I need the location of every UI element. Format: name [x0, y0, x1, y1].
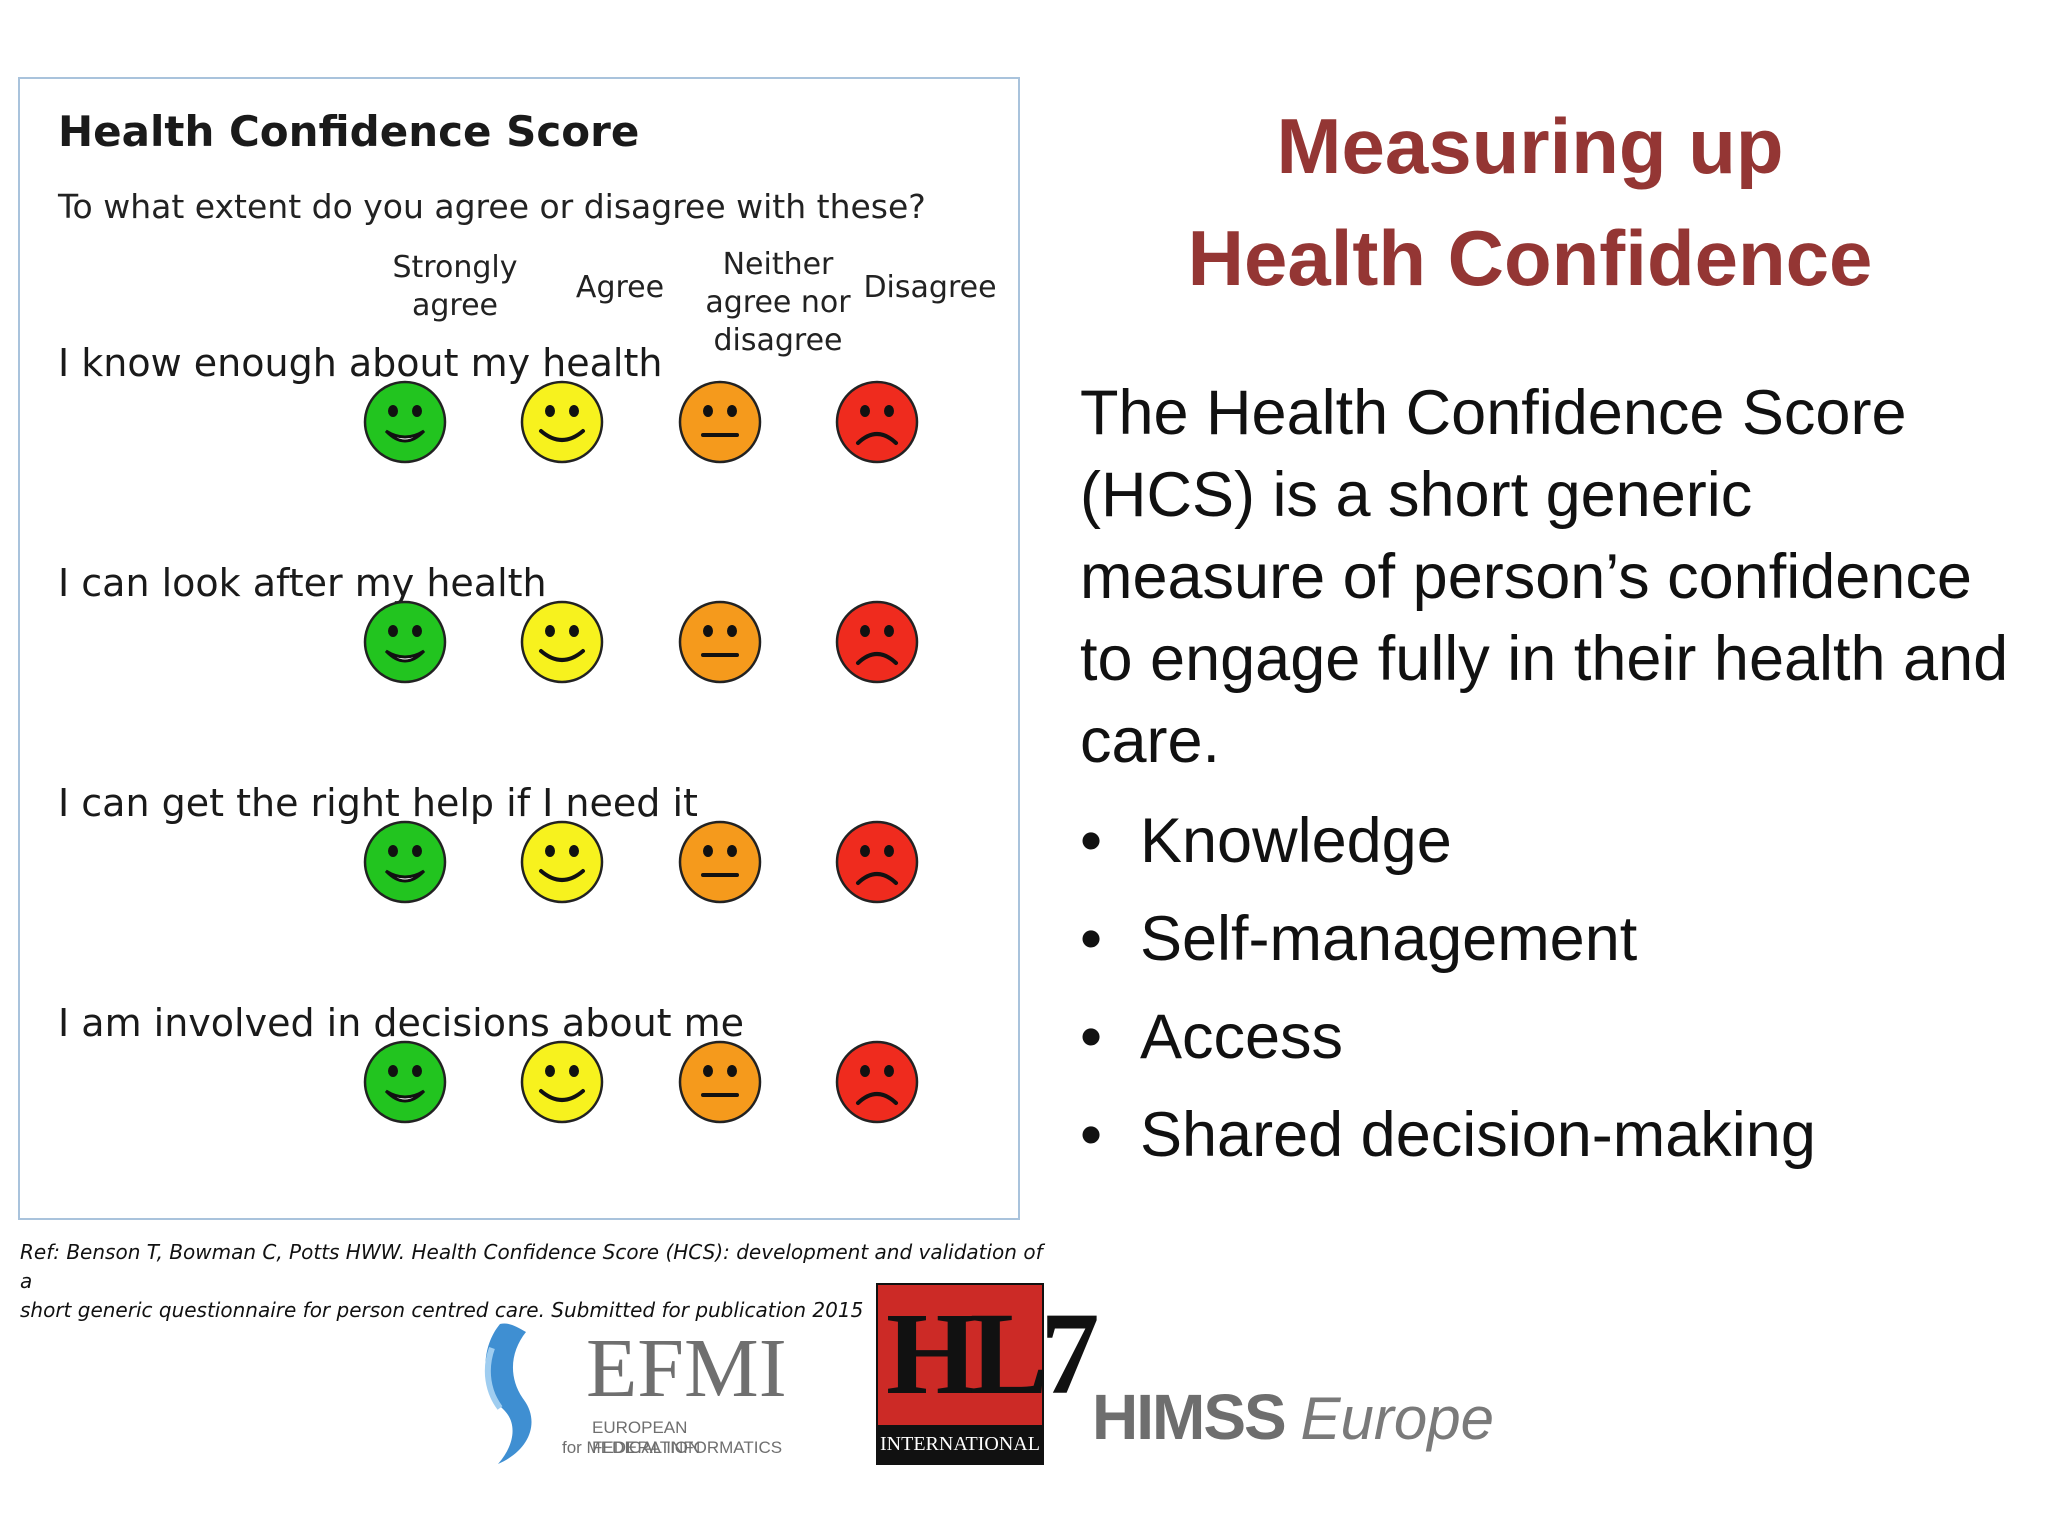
bullet-label: Self-management	[1140, 904, 1638, 974]
column-header-line: Neither	[722, 247, 834, 282]
neutral-face-icon	[677, 599, 763, 685]
very-happy-face-icon	[362, 1039, 448, 1125]
sad-face-icon	[834, 379, 920, 465]
sad-face-icon	[834, 819, 920, 905]
bullet-icon: •	[1080, 1002, 1103, 1072]
very-happy-face-icon	[362, 819, 448, 905]
bullet-icon: •	[1080, 806, 1103, 876]
efmi-swirl-icon	[484, 1323, 532, 1464]
bullet-item: • Knowledge	[1080, 792, 1816, 890]
hl7-letters: HL7	[886, 1288, 1099, 1419]
neutral-face-icon	[677, 1039, 763, 1125]
very-happy-face-icon	[362, 379, 448, 465]
column-header-neither: Neither agree nor disagree	[683, 246, 873, 360]
sad-face-icon	[834, 599, 920, 685]
bullet-item: • Shared decision-making	[1080, 1086, 1816, 1184]
column-header-line: agree nor	[705, 285, 851, 320]
statement-self-management: I can look after my health	[58, 561, 547, 605]
himss-name: HIMSS	[1092, 1381, 1287, 1453]
neutral-face-icon	[677, 379, 763, 465]
panel-question: To what extent do you agree or disagree …	[58, 187, 926, 226]
heading-line-1: Measuring up	[1276, 102, 1784, 190]
happy-face-icon	[519, 379, 605, 465]
bullet-label: Access	[1140, 1002, 1344, 1072]
bullet-item: • Self-management	[1080, 890, 1816, 988]
health-confidence-score-panel: Health Confidence Score To what extent d…	[18, 77, 1020, 1220]
column-header-line: Disagree	[863, 270, 997, 305]
hl7-logo: HL7 INTERNATIONAL	[876, 1283, 1099, 1465]
statement-shared-decisions: I am involved in decisions about me	[58, 1001, 745, 1045]
efmi-subtitle-2: for MEDICAL INFORMATICS	[562, 1438, 783, 1457]
hl7-subtitle: INTERNATIONAL	[878, 1425, 1042, 1463]
description-paragraph: The Health Confidence Score (HCS) is a s…	[1080, 378, 2009, 776]
happy-face-icon	[519, 1039, 605, 1125]
statement-knowledge: I know enough about my health	[58, 341, 663, 385]
column-header-strongly-agree: Strongly agree	[380, 249, 530, 325]
column-header-line: agree	[411, 288, 498, 323]
efmi-subtitle-1: EUROPEAN FEDERATION	[592, 1418, 701, 1457]
bullet-icon: •	[1080, 904, 1103, 974]
happy-face-icon	[519, 599, 605, 685]
reference-citation: Ref: Benson T, Bowman C, Potts HWW. Heal…	[20, 1238, 1060, 1325]
bullet-label: Knowledge	[1140, 806, 1452, 876]
very-happy-face-icon	[362, 599, 448, 685]
column-header-agree: Agree	[545, 269, 695, 307]
reference-line: Ref: Benson T, Bowman C, Potts HWW. Heal…	[20, 1240, 1043, 1293]
panel-title: Health Confidence Score	[58, 107, 640, 156]
heading-line-2: Health Confidence	[1187, 214, 1873, 302]
reference-line: short generic questionnaire for person c…	[20, 1298, 864, 1322]
column-header-line: Agree	[575, 270, 665, 305]
himss-region: Europe	[1300, 1385, 1494, 1452]
sad-face-icon	[834, 1039, 920, 1125]
column-header-disagree: Disagree	[845, 269, 1015, 307]
himss-europe-logo: HIMSS Europe	[1092, 1380, 1494, 1454]
column-header-line: Strongly	[392, 250, 518, 285]
bullet-label: Shared decision-making	[1140, 1100, 1816, 1170]
bullet-item: • Access	[1080, 988, 1816, 1086]
column-header-line: disagree	[713, 323, 843, 358]
statement-access: I can get the right help if I need it	[58, 781, 698, 825]
neutral-face-icon	[677, 819, 763, 905]
slide-heading: Measuring up Health Confidence	[1060, 90, 2000, 314]
efmi-logo: EFMI EUROPEAN FEDERATION for MEDICAL INF…	[470, 1318, 800, 1468]
bullet-icon: •	[1080, 1100, 1103, 1170]
domain-bullet-list: • Knowledge • Self-management • Access • Sha…	[1080, 792, 1816, 1184]
efmi-name: EFMI	[586, 1322, 787, 1415]
happy-face-icon	[519, 819, 605, 905]
